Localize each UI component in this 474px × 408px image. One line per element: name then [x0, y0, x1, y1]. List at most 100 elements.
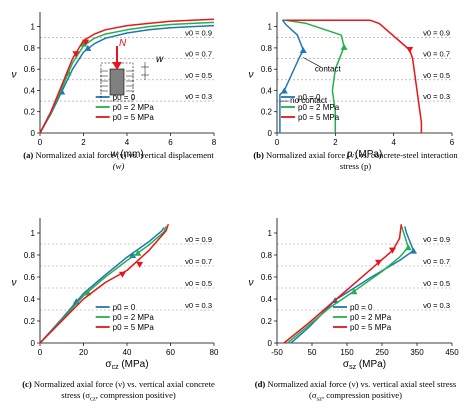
series-marker: [118, 271, 126, 278]
series-marker: [389, 247, 396, 254]
series-marker: [404, 244, 412, 251]
series-line: [283, 224, 403, 344]
x-tick-label: 6: [450, 138, 455, 147]
y-tick-label: 0.6: [261, 65, 273, 74]
y-tick-label: 0.8: [24, 44, 36, 53]
ref-label: ν0 = 0.3: [185, 301, 212, 310]
x-tick-label: 40: [123, 348, 132, 357]
series-marker: [84, 44, 92, 51]
legend-label: p0 = 0: [298, 93, 321, 102]
y-tick-label: 0.2: [24, 317, 36, 326]
y-tick-label: 0.4: [24, 295, 36, 304]
y-tick-label: 1: [31, 23, 36, 32]
contact-leader: [303, 57, 321, 68]
specimen-core: [109, 68, 125, 96]
series-line: [39, 226, 167, 344]
y-tick-label: 0.4: [24, 86, 36, 95]
series-marker: [129, 252, 137, 258]
legend-label: p0 = 0: [113, 93, 136, 102]
x-axis-label: w (mm): [110, 149, 143, 160]
y-tick-label: 0.4: [261, 86, 273, 95]
load-arrow-head: [112, 62, 122, 70]
y-tick-label: 0.8: [24, 251, 36, 260]
ref-label: ν0 = 0.5: [423, 71, 450, 80]
series-marker: [406, 47, 414, 54]
legend-label: p0 = 2 MPa: [113, 103, 155, 112]
y-tick-label: 0.4: [261, 295, 273, 304]
y-axis-label: ν: [12, 70, 17, 81]
x-tick-label: 20: [79, 348, 88, 357]
y-tick-label: 0: [268, 129, 273, 138]
ref-label: ν0 = 0.9: [185, 28, 212, 37]
series-marker: [340, 43, 348, 50]
series-marker: [299, 47, 307, 54]
series-line: [287, 225, 410, 344]
ref-label: ν0 = 0.3: [423, 301, 450, 310]
x-tick-label: 450: [445, 348, 459, 357]
series-line: [39, 24, 215, 134]
x-tick-label: 2: [81, 138, 86, 147]
x-tick-label: 2: [333, 138, 338, 147]
y-tick-label: 1: [31, 229, 36, 238]
load-label: N: [119, 38, 127, 49]
ref-label: ν0 = 0.5: [185, 279, 212, 288]
y-tick-label: 0: [31, 339, 36, 348]
y-tick-label: 0.2: [24, 108, 36, 117]
series-line: [39, 227, 165, 344]
x-axis-label: σcz (MPa): [105, 359, 148, 371]
y-tick-label: 0.6: [24, 273, 36, 282]
x-tick-label: 50: [308, 348, 317, 357]
no-contact-label: no contact: [290, 96, 328, 105]
y-tick-label: 0.8: [261, 251, 273, 260]
legend-label: p0 = 5 MPa: [298, 113, 340, 122]
x-axis-label: σsz (MPa): [343, 359, 386, 371]
ref-label: ν0 = 0.9: [423, 28, 450, 37]
series-marker: [136, 261, 144, 268]
ref-label: ν0 = 0.7: [185, 257, 212, 266]
series-marker: [350, 288, 358, 295]
chart-c: ν0 = 0.9 ν0 = 0.7 ν0 = 0.5 ν0 = 0.3 0 0.2 0.4 0…: [12, 218, 219, 371]
y-tick-label: 0.2: [261, 108, 273, 117]
series-marker: [80, 40, 87, 47]
x-tick-label: 4: [391, 138, 396, 147]
x-tick-label: 60: [166, 348, 175, 357]
x-tick-label: 8: [212, 138, 217, 147]
x-tick-label: 0: [275, 138, 280, 147]
ref-label: ν0 = 0.9: [185, 235, 212, 244]
x-tick-label: 6: [168, 138, 173, 147]
series-marker: [280, 87, 288, 94]
series-marker: [410, 247, 417, 254]
y-axis-label: ν: [249, 70, 254, 81]
series-line: [39, 21, 215, 134]
series-line: [39, 18, 215, 134]
y-tick-label: 0.6: [24, 65, 36, 74]
y-tick-label: 0.8: [261, 44, 273, 53]
caption-d: (d) Normalized axial force (ν) vs. verti…: [254, 379, 457, 403]
ref-label: ν0 = 0.3: [185, 92, 212, 101]
y-tick-label: 0: [268, 339, 273, 348]
y-tick-label: 0: [31, 129, 36, 138]
series-line: [39, 223, 170, 344]
ref-label: ν0 = 0.3: [423, 92, 450, 101]
ref-label: ν0 = 0.7: [423, 257, 450, 266]
x-tick-label: 250: [375, 348, 389, 357]
caption-a: (a) Normalized axial force (ν) vs. verti…: [23, 150, 214, 171]
caption-b: (b) Normalized axial force (ν) vs. concr…: [253, 150, 458, 171]
ref-label: ν0 = 0.5: [185, 71, 212, 80]
legend-label: p0 = 2 MPa: [350, 313, 392, 322]
y-tick-label: 1: [268, 23, 273, 32]
contact-label: contact: [315, 64, 342, 73]
x-tick-label: -50: [271, 348, 283, 357]
caption-c: (c) Normalized axial force (ν) vs. verti…: [22, 379, 215, 403]
ref-label: ν0 = 0.9: [423, 235, 450, 244]
series-marker: [82, 39, 90, 46]
x-tick-label: 0: [38, 348, 43, 357]
y-tick-label: 1: [268, 229, 273, 238]
legend-label: p0 = 5 MPa: [113, 113, 155, 122]
x-tick-label: 350: [410, 348, 424, 357]
series-marker: [375, 259, 382, 266]
x-tick-label: 150: [340, 348, 354, 357]
